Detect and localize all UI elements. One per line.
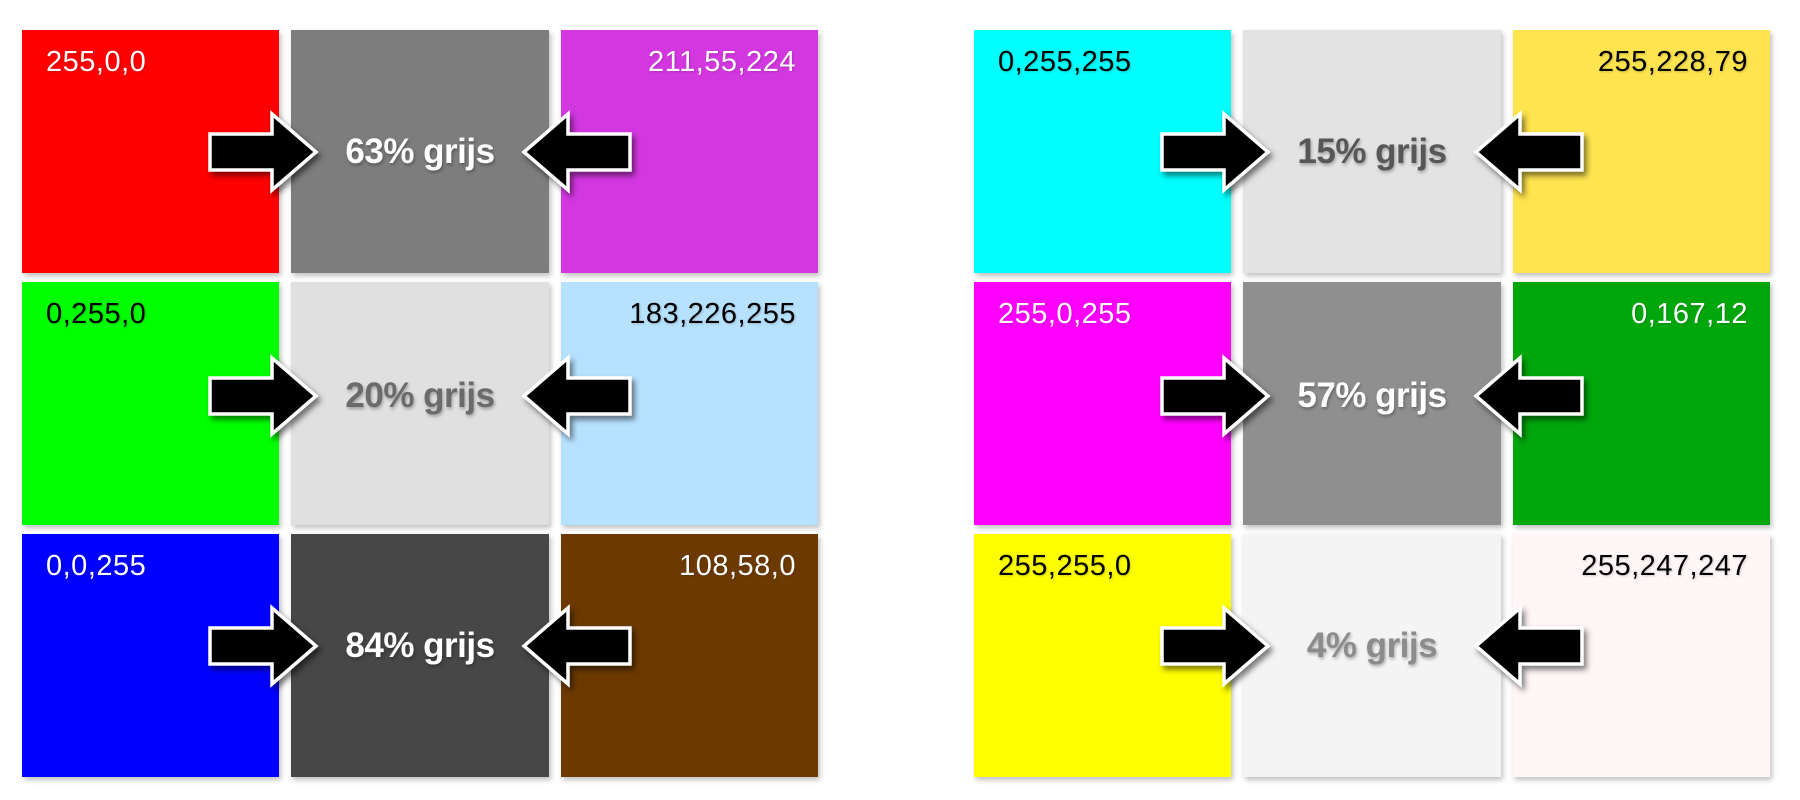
gray-percent-label: 20% grijs [345, 376, 495, 416]
gray-percent-label: 84% grijs [345, 625, 495, 665]
rgb-label: 255,228,79 [1597, 46, 1748, 78]
gray-swatch: 84% grijs [291, 534, 549, 777]
gray-swatch: 63% grijs [291, 30, 549, 273]
arrow-right-icon [1160, 354, 1271, 439]
arrow-left-icon [521, 354, 632, 439]
right-grid: 0,255,255 15% grijs 255,228,79 255,0,255… [974, 30, 1770, 777]
arrow-shape [208, 603, 319, 688]
rgb-label: 255,255,0 [998, 550, 1132, 582]
left-grid: 255,0,0 63% grijs 211,55,224 0,255,0 20%… [22, 30, 818, 777]
arrow-shape [1160, 354, 1271, 439]
color-swatch: 183,226,255 [560, 282, 818, 525]
gray-percent-label: 57% grijs [1297, 376, 1447, 416]
rgb-label: 255,0,0 [46, 46, 147, 78]
arrow-right-icon [1160, 603, 1271, 688]
rgb-label: 0,255,255 [998, 46, 1132, 78]
arrow-left-icon [1473, 354, 1584, 439]
gray-swatch: 15% grijs [1243, 30, 1501, 273]
gray-percent-label: 15% grijs [1297, 131, 1447, 171]
arrow-shape [521, 603, 632, 688]
rgb-label: 255,247,247 [1581, 550, 1748, 582]
arrow-right-icon [208, 109, 319, 194]
rgb-label: 255,0,255 [998, 298, 1132, 330]
arrow-shape [1473, 603, 1584, 688]
rgb-label: 183,226,255 [629, 298, 796, 330]
arrow-shape [1473, 354, 1584, 439]
gray-swatch: 57% grijs [1243, 282, 1501, 525]
gray-swatch: 20% grijs [291, 282, 549, 525]
grid-row: 255,0,255 57% grijs 0,167,12 [974, 282, 1770, 525]
rgb-label: 211,55,224 [647, 46, 796, 78]
arrow-shape [208, 109, 319, 194]
arrow-right-icon [208, 603, 319, 688]
arrow-left-icon [1473, 109, 1584, 194]
grid-row: 255,0,0 63% grijs 211,55,224 [22, 30, 818, 273]
arrow-left-icon [521, 603, 632, 688]
arrow-shape [208, 354, 319, 439]
arrow-left-icon [1473, 603, 1584, 688]
arrow-right-icon [208, 354, 319, 439]
arrow-left-icon [521, 109, 632, 194]
gray-percent-label: 63% grijs [345, 131, 495, 171]
arrow-shape [1473, 109, 1584, 194]
grid-row: 0,255,255 15% grijs 255,228,79 [974, 30, 1770, 273]
gray-swatch: 4% grijs [1243, 534, 1501, 777]
arrow-right-icon [1160, 109, 1271, 194]
grid-row: 0,255,0 20% grijs 183,226,255 [22, 282, 818, 525]
arrow-shape [1160, 603, 1271, 688]
rgb-label: 0,167,12 [1631, 298, 1748, 330]
rgb-label: 0,255,0 [46, 298, 147, 330]
gray-percent-label: 4% grijs [1306, 625, 1438, 665]
arrow-shape [521, 109, 632, 194]
arrow-shape [521, 354, 632, 439]
rgb-label: 0,0,255 [46, 550, 147, 582]
color-swatch: 255,228,79 [1512, 30, 1770, 273]
grid-row: 0,0,255 84% grijs 108,58,0 [22, 534, 818, 777]
grid-row: 255,255,0 4% grijs 255,247,247 [974, 534, 1770, 777]
rgb-label: 108,58,0 [679, 550, 796, 582]
arrow-shape [1160, 109, 1271, 194]
